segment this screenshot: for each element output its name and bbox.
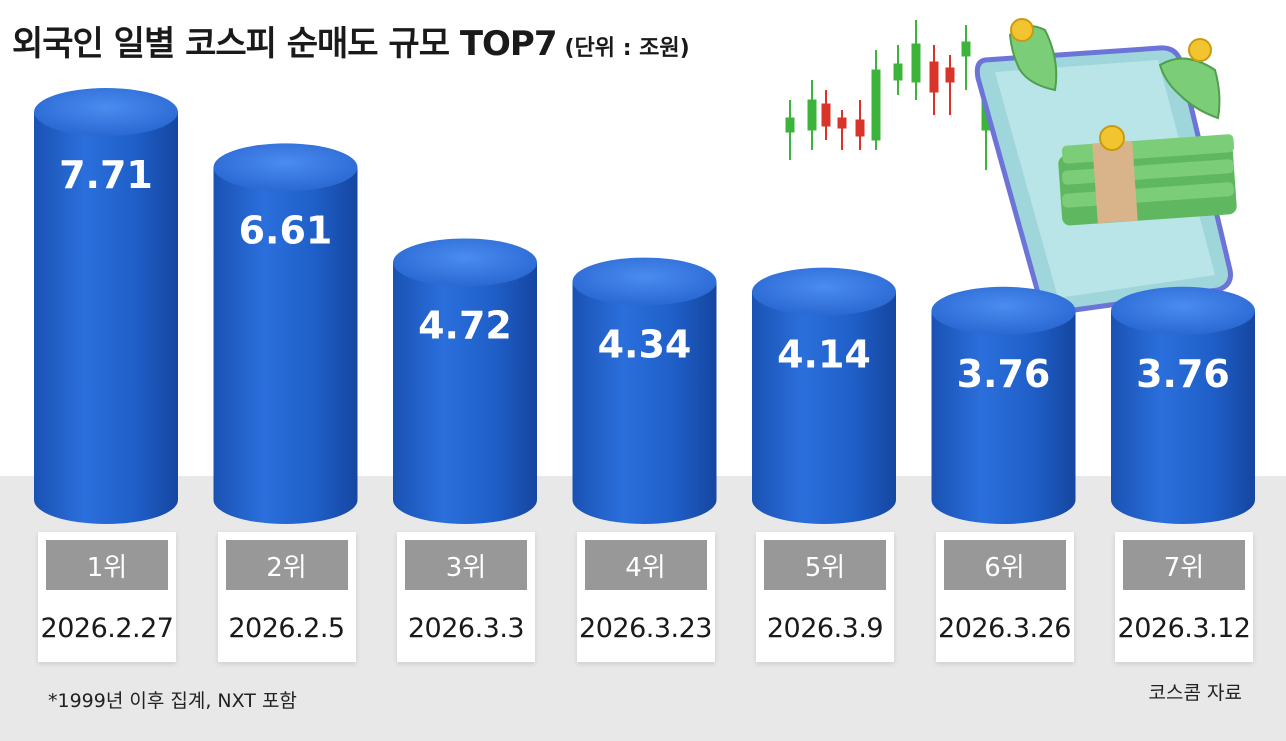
bar-value-label: 6.61 [239,208,333,252]
source-credit: 코스콤 자료 [1148,682,1242,704]
bar-body [931,310,1076,524]
bar-7: 3.76 [1111,286,1255,524]
rank-date: 2026.2.27 [40,612,174,644]
rank-date: 2026.3.3 [407,612,525,644]
rank-badge: 3위 [405,540,527,590]
rank-date: 2026.3.12 [1117,612,1251,644]
chart-title-text: 외국인 일별 코스피 순매도 규모 TOP7 [12,24,557,64]
bar-body [572,281,717,524]
bar-top [572,257,717,306]
bar-top [213,143,358,192]
unit-label: (단위 : 조원) [564,36,690,61]
rank-date: 2026.3.26 [938,612,1071,644]
rank-date: 2026.3.9 [766,612,884,644]
rank-card: 6위 2026.3.26 [935,532,1074,662]
bar-top [34,88,178,136]
bar-value-label: 4.34 [598,323,692,367]
bar-body [752,291,896,524]
rank-date: 2026.2.5 [228,612,345,644]
footnote: *1999년 이후 집계, NXT 포함 [48,690,297,712]
bar-body [34,112,178,524]
bar-body [1111,310,1255,524]
rank-badge: 2위 [225,540,348,590]
rank-card: 1위 2026.2.27 [38,532,176,662]
rank-badge: 7위 [1123,540,1245,590]
flying-money-icon [1008,18,1221,120]
bar-top [393,238,537,287]
rank-card: 5위 2026.3.9 [756,532,894,662]
rank-badge: 4위 [584,540,707,590]
chart-title: 외국인 일별 코스피 순매도 규모 TOP7 (단위 : 조원) [12,16,690,65]
bar-value-label: 3.76 [957,352,1051,396]
bar-value-label: 3.76 [1136,352,1230,396]
bar-1: 7.71 [34,88,178,524]
rank-badge: 1위 [46,540,168,590]
rank-date: 2026.3.23 [579,612,712,644]
bar-top [931,286,1076,335]
rank-card: 7위 2026.3.12 [1115,532,1253,662]
bar-body [213,167,358,524]
rank-card: 4위 2026.3.23 [576,532,715,662]
bar-value-label: 4.72 [418,303,512,347]
bar-value-label: 7.71 [59,153,153,197]
cash-stack-icon [1058,125,1237,226]
bar-2: 6.61 [213,143,358,524]
rank-card: 2위 2026.2.5 [217,532,356,662]
bar-value-label: 4.14 [777,333,871,377]
rank-card: 3위 2026.3.3 [397,532,535,662]
bar-top [752,267,896,316]
bar-4: 4.34 [572,257,717,524]
bar-top [1111,286,1255,335]
bar-5: 4.14 [752,267,896,524]
bar-3: 4.72 [393,238,537,524]
rank-badge: 6위 [943,540,1066,590]
bar-6: 3.76 [931,286,1076,524]
rank-badge: 5위 [764,540,886,590]
bar-body [393,262,537,524]
